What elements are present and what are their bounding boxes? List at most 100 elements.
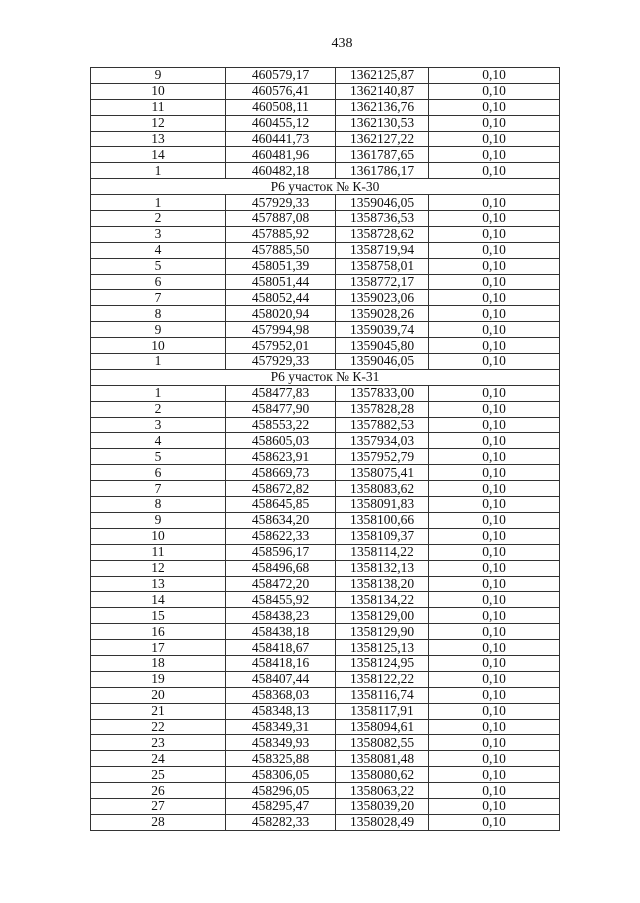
x-coordinate: 458349,93 [225, 734, 336, 752]
section-header: Р6 участок № К-31 [90, 368, 560, 386]
table-row: 21 458348,13 1358117,91 0,10 [90, 702, 560, 720]
x-coordinate: 460482,18 [225, 162, 336, 180]
point-number: 13 [90, 575, 226, 593]
x-coordinate: 458348,13 [225, 702, 336, 720]
x-coordinate: 458325,88 [225, 750, 336, 768]
accuracy: 0,10 [428, 654, 560, 672]
y-coordinate: 1362140,87 [335, 82, 429, 100]
point-number: 26 [90, 782, 226, 799]
x-coordinate: 458438,18 [225, 623, 336, 641]
x-coordinate: 458622,33 [225, 527, 336, 545]
x-coordinate: 458051,44 [225, 273, 336, 291]
table-row: 22 458349,31 1358094,61 0,10 [90, 718, 560, 736]
x-coordinate: 460455,12 [225, 114, 336, 132]
x-coordinate: 458295,47 [225, 797, 336, 815]
y-coordinate: 1358094,61 [335, 718, 429, 736]
page-number: 438 [331, 36, 353, 51]
x-coordinate: 457885,50 [225, 241, 336, 259]
point-number: 25 [90, 766, 226, 784]
accuracy: 0,10 [428, 623, 560, 641]
x-coordinate: 458296,05 [225, 782, 336, 799]
x-coordinate: 458553,22 [225, 416, 336, 434]
point-number: 28 [90, 813, 226, 831]
y-coordinate: 1357934,03 [335, 432, 429, 450]
x-coordinate: 460576,41 [225, 82, 336, 100]
y-coordinate: 1358124,95 [335, 654, 429, 672]
accuracy: 0,10 [428, 130, 560, 148]
accuracy: 0,10 [428, 511, 560, 529]
coordinates-table: 9 460579,17 1362125,87 0,10 10 460576,41 13621… [90, 67, 560, 831]
y-coordinate: 1358122,22 [335, 670, 429, 688]
table-row: 14 458455,92 1358134,22 0,10 [90, 591, 560, 609]
accuracy: 0,10 [428, 750, 560, 768]
accuracy: 0,10 [428, 289, 560, 307]
y-coordinate: 1358736,53 [335, 210, 429, 227]
point-number: 15 [90, 607, 226, 625]
point-number: 8 [90, 496, 226, 513]
y-coordinate: 1358758,01 [335, 257, 429, 275]
table-row: 9 460579,17 1362125,87 0,10 [90, 67, 560, 84]
y-coordinate: 1358125,13 [335, 639, 429, 656]
table-row: 12 460455,12 1362130,53 0,10 [90, 114, 560, 132]
table-row: 13 460441,73 1362127,22 0,10 [90, 130, 560, 148]
point-number: 18 [90, 654, 226, 672]
x-coordinate: 457952,01 [225, 337, 336, 355]
table-row: 9 458634,20 1358100,66 0,10 [90, 511, 560, 529]
accuracy: 0,10 [428, 82, 560, 100]
y-coordinate: 1358132,13 [335, 559, 429, 577]
table-row: 2 458477,90 1357828,28 0,10 [90, 400, 560, 418]
accuracy: 0,10 [428, 416, 560, 434]
table-row: 20 458368,03 1358116,74 0,10 [90, 686, 560, 704]
y-coordinate: 1358082,55 [335, 734, 429, 752]
point-number: 10 [90, 527, 226, 545]
accuracy: 0,10 [428, 448, 560, 466]
accuracy: 0,10 [428, 210, 560, 227]
point-number: 13 [90, 130, 226, 148]
table-row: 17 458418,67 1358125,13 0,10 [90, 639, 560, 656]
x-coordinate: 458418,16 [225, 654, 336, 672]
y-coordinate: 1358138,20 [335, 575, 429, 593]
point-number: 27 [90, 797, 226, 815]
table-row: 10 457952,01 1359045,80 0,10 [90, 337, 560, 355]
accuracy: 0,10 [428, 718, 560, 736]
x-coordinate: 457887,08 [225, 210, 336, 227]
y-coordinate: 1358116,74 [335, 686, 429, 704]
x-coordinate: 457885,92 [225, 225, 336, 243]
y-coordinate: 1362136,76 [335, 98, 429, 116]
point-number: 6 [90, 273, 226, 291]
table-row: 24 458325,88 1358081,48 0,10 [90, 750, 560, 768]
table-row: 25 458306,05 1358080,62 0,10 [90, 766, 560, 784]
accuracy: 0,10 [428, 575, 560, 593]
table-row: 27 458295,47 1358039,20 0,10 [90, 797, 560, 815]
table-row: 1 458477,83 1357833,00 0,10 [90, 384, 560, 402]
point-number: 12 [90, 559, 226, 577]
point-number: 22 [90, 718, 226, 736]
table-row: 10 460576,41 1362140,87 0,10 [90, 82, 560, 100]
table-row: 2 457887,08 1358736,53 0,10 [90, 210, 560, 227]
accuracy: 0,10 [428, 797, 560, 815]
table-row: 26 458296,05 1358063,22 0,10 [90, 782, 560, 799]
table-row: 23 458349,93 1358082,55 0,10 [90, 734, 560, 752]
x-coordinate: 460508,11 [225, 98, 336, 116]
point-number: 12 [90, 114, 226, 132]
x-coordinate: 458368,03 [225, 686, 336, 704]
table-row: 6 458669,73 1358075,41 0,10 [90, 464, 560, 482]
point-number: 4 [90, 432, 226, 450]
accuracy: 0,10 [428, 241, 560, 259]
y-coordinate: 1358091,83 [335, 496, 429, 513]
y-coordinate: 1357828,28 [335, 400, 429, 418]
table-row: 1 460482,18 1361786,17 0,10 [90, 162, 560, 180]
table-row: 3 457885,92 1358728,62 0,10 [90, 225, 560, 243]
table-row: 19 458407,44 1358122,22 0,10 [90, 670, 560, 688]
accuracy: 0,10 [428, 670, 560, 688]
y-coordinate: 1358772,17 [335, 273, 429, 291]
point-number: 17 [90, 639, 226, 656]
accuracy: 0,10 [428, 813, 560, 831]
y-coordinate: 1358080,62 [335, 766, 429, 784]
point-number: 9 [90, 511, 226, 529]
accuracy: 0,10 [428, 734, 560, 752]
point-number: 1 [90, 353, 226, 370]
table-row: 8 458020,94 1359028,26 0,10 [90, 305, 560, 323]
point-number: 14 [90, 591, 226, 609]
x-coordinate: 458349,31 [225, 718, 336, 736]
